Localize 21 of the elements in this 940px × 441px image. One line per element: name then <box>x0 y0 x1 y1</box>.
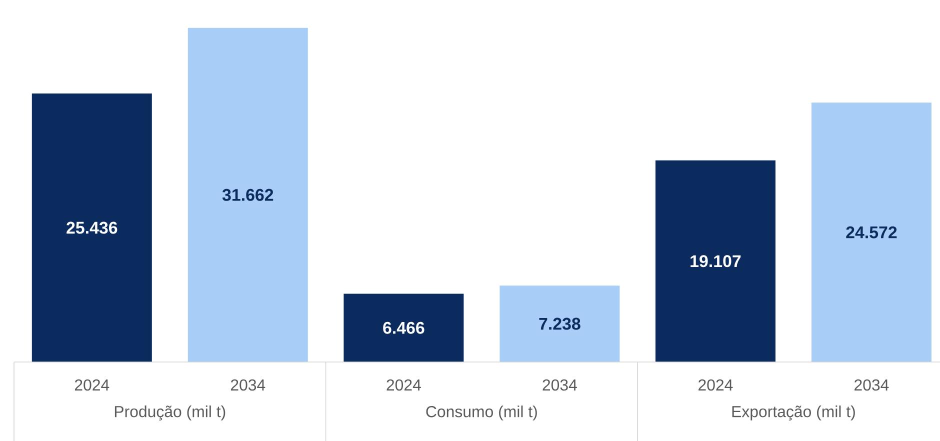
bar <box>811 102 932 362</box>
data-label: 24.572 <box>846 226 897 238</box>
bar <box>32 94 152 362</box>
text: 2024 <box>386 379 421 391</box>
x-tick-label: Exportação (mil t) <box>732 406 855 420</box>
text: 2024 <box>698 379 733 391</box>
x-tick-label: Consumo (mil t) <box>426 406 537 420</box>
series-label: 2024 <box>74 379 110 391</box>
data-label: 25.436 <box>66 222 118 234</box>
data-label: 6.466 <box>383 322 424 334</box>
text: 2034 <box>542 379 577 391</box>
bar <box>655 160 776 362</box>
data-label: 19.107 <box>690 255 741 268</box>
x-tick-label: Produção (mil t) <box>114 406 226 420</box>
bar <box>344 294 464 362</box>
data-label: 7.238 <box>539 318 580 330</box>
text: 2034 <box>854 379 889 391</box>
series-label: 2034 <box>230 379 266 391</box>
bar <box>500 286 620 362</box>
bar <box>188 28 308 362</box>
data-label: 31.662 <box>222 188 274 201</box>
